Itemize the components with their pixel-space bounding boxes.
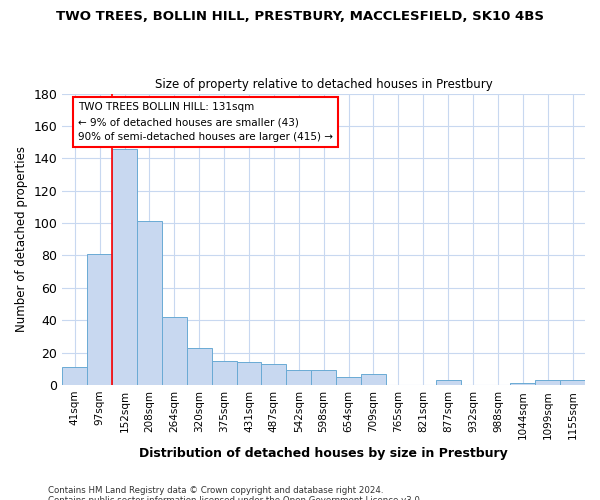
Bar — [112, 148, 137, 385]
Bar — [311, 370, 336, 385]
Y-axis label: Number of detached properties: Number of detached properties — [15, 146, 28, 332]
Bar — [535, 380, 560, 385]
Text: TWO TREES, BOLLIN HILL, PRESTBURY, MACCLESFIELD, SK10 4BS: TWO TREES, BOLLIN HILL, PRESTBURY, MACCL… — [56, 10, 544, 23]
Bar — [137, 222, 162, 385]
Text: Contains HM Land Registry data © Crown copyright and database right 2024.: Contains HM Land Registry data © Crown c… — [48, 486, 383, 495]
Bar — [361, 374, 386, 385]
Title: Size of property relative to detached houses in Prestbury: Size of property relative to detached ho… — [155, 78, 493, 91]
Bar — [87, 254, 112, 385]
Bar — [560, 380, 585, 385]
Bar — [62, 367, 87, 385]
Bar — [162, 317, 187, 385]
Bar — [236, 362, 262, 385]
Bar — [212, 361, 236, 385]
Bar — [336, 377, 361, 385]
Text: Contains public sector information licensed under the Open Government Licence v3: Contains public sector information licen… — [48, 496, 422, 500]
Text: TWO TREES BOLLIN HILL: 131sqm
← 9% of detached houses are smaller (43)
90% of se: TWO TREES BOLLIN HILL: 131sqm ← 9% of de… — [78, 102, 333, 142]
X-axis label: Distribution of detached houses by size in Prestbury: Distribution of detached houses by size … — [139, 447, 508, 460]
Bar — [187, 348, 212, 385]
Bar — [262, 364, 286, 385]
Bar — [436, 380, 461, 385]
Bar — [511, 384, 535, 385]
Bar — [286, 370, 311, 385]
